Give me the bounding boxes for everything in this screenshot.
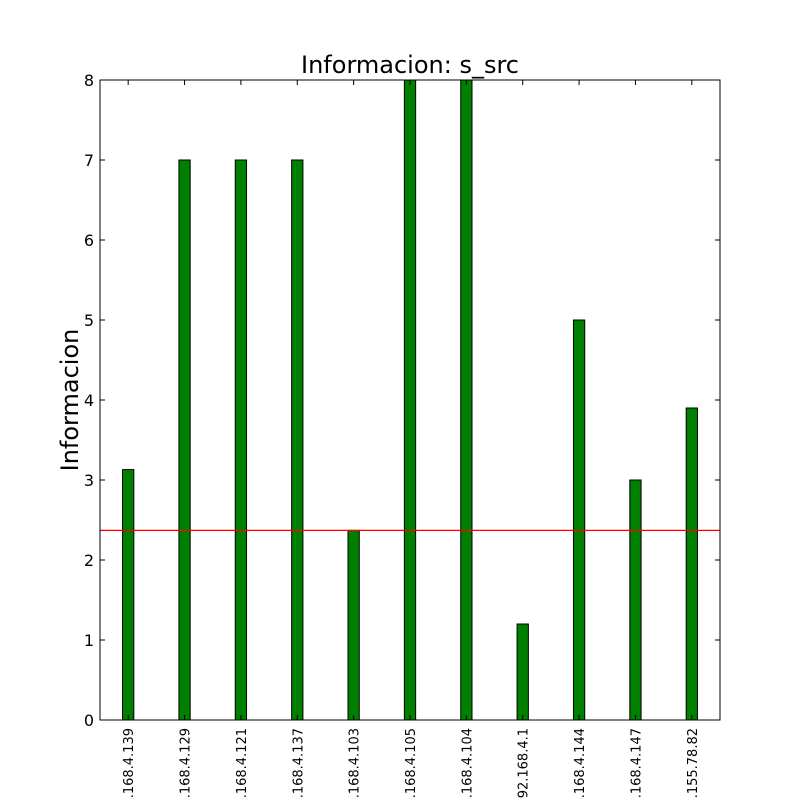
x-tick-label: .168.4.105 — [404, 728, 419, 798]
bar — [685, 407, 698, 721]
y-tick-label: 0 — [84, 711, 94, 730]
y-axis-label: Informacion — [56, 329, 84, 472]
y-tick-label: 6 — [84, 231, 94, 250]
y-tick-label: 4 — [84, 391, 94, 410]
chart-title: Informacion: s_src — [301, 51, 519, 79]
x-tick-label: 92.168.4.1 — [517, 728, 532, 798]
y-tick-label: 5 — [84, 311, 94, 330]
y-tick-label: 3 — [84, 471, 94, 490]
y-tick-label: 1 — [84, 631, 94, 650]
x-tick-label: .168.4.121 — [235, 728, 250, 798]
y-tick-label: 7 — [84, 151, 94, 170]
bar — [122, 469, 135, 721]
bar — [234, 159, 248, 721]
x-tick-label: .155.78.82 — [686, 728, 701, 798]
bar — [629, 479, 642, 721]
bar — [347, 529, 360, 721]
y-tick-label: 8 — [84, 71, 94, 90]
x-tick-label: .168.4.137 — [291, 728, 306, 798]
bars-group — [122, 79, 698, 721]
bar — [572, 319, 586, 721]
bar — [516, 623, 529, 721]
bar — [291, 159, 304, 721]
x-tick-label: .168.4.139 — [122, 728, 137, 798]
y-tick-label: 2 — [84, 551, 94, 570]
plot-frame — [99, 79, 721, 721]
x-tick-label: .168.4.103 — [348, 728, 363, 798]
bar — [460, 79, 473, 721]
x-axis: .168.4.139 .168.4.129 .168.4.121 .168.4.137… — [122, 80, 701, 798]
y-axis: 0 1 2 3 4 5 6 7 8 — [84, 71, 720, 730]
x-tick-label: .168.4.144 — [573, 728, 588, 798]
x-tick-label: .168.4.104 — [460, 728, 475, 798]
bar — [403, 79, 417, 721]
x-tick-label: .168.4.129 — [179, 728, 194, 798]
bar — [178, 159, 191, 721]
x-tick-label: .168.4.147 — [629, 728, 644, 798]
